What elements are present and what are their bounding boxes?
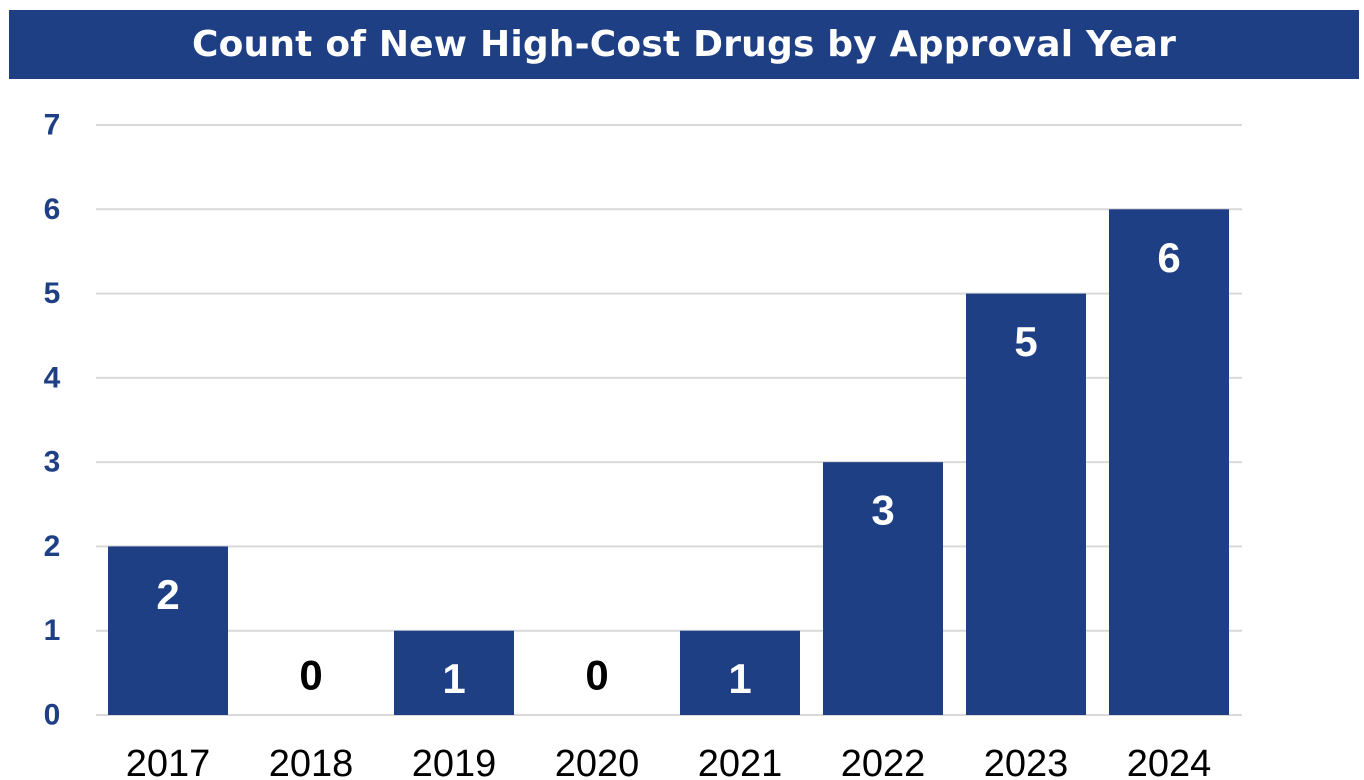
x-tick-label: 2023 bbox=[984, 743, 1069, 780]
y-tick-label: 6 bbox=[44, 193, 61, 226]
y-tick-label: 2 bbox=[44, 530, 61, 563]
data-label: 5 bbox=[1014, 318, 1037, 365]
bar bbox=[680, 630, 800, 715]
data-label: 6 bbox=[1157, 234, 1180, 281]
x-axis-ticks: 2017 2018 2019 2020 2021 2022 2023 2024 bbox=[126, 743, 1212, 780]
y-axis-ticks: 0 1 2 3 4 5 6 7 bbox=[44, 109, 61, 732]
x-tick-label: 2020 bbox=[555, 743, 640, 780]
y-tick-label: 4 bbox=[44, 361, 61, 394]
data-label: 0 bbox=[585, 652, 608, 699]
y-tick-label: 7 bbox=[44, 109, 61, 142]
x-tick-label: 2019 bbox=[412, 743, 497, 780]
bars bbox=[108, 209, 1229, 716]
y-tick-label: 1 bbox=[44, 614, 61, 647]
x-tick-label: 2021 bbox=[698, 743, 783, 780]
chart-title-bar: Count of New High-Cost Drugs by Approval… bbox=[9, 10, 1359, 79]
bar bbox=[394, 630, 514, 715]
data-label: 3 bbox=[871, 487, 894, 534]
data-label: 1 bbox=[728, 655, 751, 702]
bar bbox=[823, 462, 943, 715]
data-label: 0 bbox=[299, 652, 322, 699]
data-label: 1 bbox=[442, 655, 465, 702]
data-labels: 2 0 1 0 1 3 5 6 bbox=[156, 234, 1180, 702]
bar bbox=[966, 293, 1086, 715]
data-label: 2 bbox=[156, 571, 179, 618]
y-tick-label: 0 bbox=[44, 699, 61, 732]
chart-title: Count of New High-Cost Drugs by Approval… bbox=[191, 24, 1177, 65]
x-tick-label: 2022 bbox=[841, 743, 926, 780]
y-tick-label: 5 bbox=[44, 277, 61, 310]
bar bbox=[1109, 209, 1229, 716]
y-tick-label: 3 bbox=[44, 446, 61, 479]
bar bbox=[108, 546, 228, 715]
x-tick-label: 2024 bbox=[1127, 743, 1212, 780]
x-tick-label: 2017 bbox=[126, 743, 211, 780]
x-tick-label: 2018 bbox=[269, 743, 354, 780]
